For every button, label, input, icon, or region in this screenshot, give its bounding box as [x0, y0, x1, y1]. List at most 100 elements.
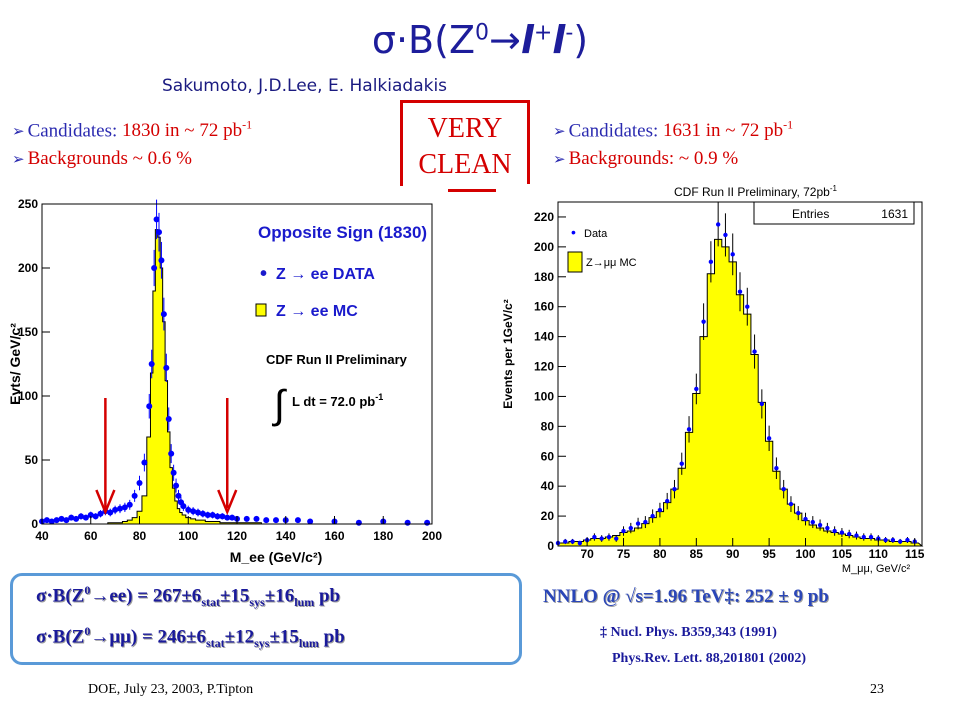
- x-tick-label: 80: [133, 529, 147, 543]
- x-tick-label: 120: [227, 529, 247, 543]
- data-point: [229, 514, 236, 521]
- data-point: [679, 461, 684, 466]
- data-point: [163, 364, 170, 371]
- data-point: [156, 229, 162, 236]
- data-point: [781, 486, 786, 492]
- data-point: [737, 289, 743, 294]
- data-point: [404, 519, 411, 526]
- data-point: [635, 521, 641, 526]
- cut-arrow-head: [95, 489, 116, 516]
- data-point: [273, 517, 279, 524]
- y-tick-label: 160: [534, 300, 554, 314]
- data-point: [868, 534, 874, 540]
- x-tick-label: 90: [726, 547, 740, 561]
- mc-histogram: [557, 238, 924, 547]
- data-point: [715, 222, 721, 227]
- data-point: [563, 539, 568, 544]
- chart2-title: CDF Run II Preliminary, 72pb-1: [674, 184, 838, 199]
- chart-zee-mass: 40 60 80 100 120 140 160 180 200 0 50 100 150 200 250 E…: [8, 186, 448, 576]
- data-point: [112, 506, 119, 513]
- data-point: [355, 519, 362, 526]
- chart1-annotation-lumi: L dt = 72.0 pb-1: [292, 392, 383, 409]
- chart1-ylabel: Evts/ GeV/c²: [8, 323, 23, 405]
- data-point: [224, 514, 231, 521]
- data-point: [839, 530, 845, 535]
- nnlo-prediction: NNLO @ √s=1.96 TeV‡: 252 ± 9 pb: [543, 586, 829, 607]
- data-point: [788, 501, 794, 507]
- data-point: [832, 528, 837, 534]
- x-tick-label: 95: [762, 547, 776, 561]
- data-point: [577, 540, 583, 546]
- y-tick-label: 120: [534, 360, 554, 374]
- data-point: [810, 519, 815, 525]
- y-tick-label: 200: [18, 261, 38, 275]
- chart1-legend: Opposite Sign (1830) • Z → ee DATA Z → e…: [255, 223, 427, 427]
- data-point: [160, 311, 167, 318]
- chart-zmumu-mass: 70 75 80 85 90 95 100 105 110 115 0 20 40 60 80 100 120 1…: [496, 184, 952, 576]
- data-point: [621, 528, 626, 534]
- data-point: [774, 466, 779, 471]
- data-point: [847, 531, 852, 537]
- data-point: [606, 534, 612, 540]
- data-point: [424, 519, 431, 526]
- y-tick-label: 220: [534, 210, 554, 224]
- legend2-mc-label: Z→μμ MC: [586, 257, 637, 269]
- data-point: [48, 518, 55, 525]
- data-point: [190, 508, 197, 515]
- data-point: [53, 517, 60, 524]
- left-bullet-candidates: ➢ Candidates: 1830 in ~ 72 pb-1: [12, 118, 253, 142]
- x-tick-label: 200: [422, 529, 442, 543]
- data-point: [185, 506, 192, 513]
- data-point: [78, 513, 84, 520]
- y-tick-label: 200: [534, 240, 554, 254]
- data-point: [214, 513, 221, 520]
- data-point: [701, 319, 706, 324]
- data-point: [173, 482, 180, 489]
- legend2-mc-swatch: [567, 251, 583, 273]
- data-point: [146, 403, 153, 410]
- x-tick-label: 110: [869, 547, 889, 561]
- data-point: [43, 517, 50, 524]
- data-point: [650, 513, 655, 519]
- legend2-data-label: Data: [584, 228, 608, 240]
- data-point: [87, 512, 94, 519]
- data-point: [657, 507, 663, 513]
- data-point: [141, 459, 148, 466]
- data-point: [243, 515, 250, 522]
- stats-box: [753, 201, 915, 225]
- data-point: [219, 513, 226, 520]
- left-bullet-backgrounds: ➢ Backgrounds ~ 0.6 %: [12, 148, 192, 169]
- data-point: [253, 515, 260, 522]
- xs-zee: σ·B(Z0→ee) = 267±6stat±15sys±16lum pb: [36, 583, 341, 610]
- reference-1: ‡ Nucl. Phys. B359,343 (1991): [600, 625, 777, 640]
- y-tick-label: 0: [31, 517, 38, 531]
- y-tick-label: 40: [541, 479, 555, 493]
- data-point: [905, 537, 910, 543]
- y-tick-label: 100: [534, 389, 554, 403]
- x-tick-label: 105: [832, 547, 852, 561]
- data-point: [759, 401, 765, 407]
- y-tick-label: 180: [534, 270, 554, 284]
- data-point: [730, 252, 735, 257]
- data-point: [68, 514, 75, 521]
- cross-section-box: [10, 573, 522, 665]
- very-clean-line1: VERY: [427, 113, 503, 144]
- stats-value: 1631: [881, 207, 908, 221]
- data-point: [694, 386, 699, 392]
- y-tick-label: 140: [534, 330, 554, 344]
- x-tick-label: 40: [35, 529, 49, 543]
- data-point: [592, 534, 597, 540]
- data-point: [107, 509, 114, 516]
- data-point: [854, 533, 859, 538]
- bullet-arrow-icon: ➢: [12, 122, 25, 141]
- data-point: [686, 427, 692, 432]
- very-clean-box: VERY CLEAN: [400, 100, 530, 192]
- x-tick-label: 75: [617, 547, 631, 561]
- data-point: [209, 512, 216, 519]
- x-tick-label: 70: [580, 547, 594, 561]
- mc-histogram: [42, 229, 432, 525]
- data-point: [628, 525, 633, 531]
- data-point: [570, 539, 575, 544]
- data-point: [131, 492, 138, 499]
- data-point: [796, 510, 801, 516]
